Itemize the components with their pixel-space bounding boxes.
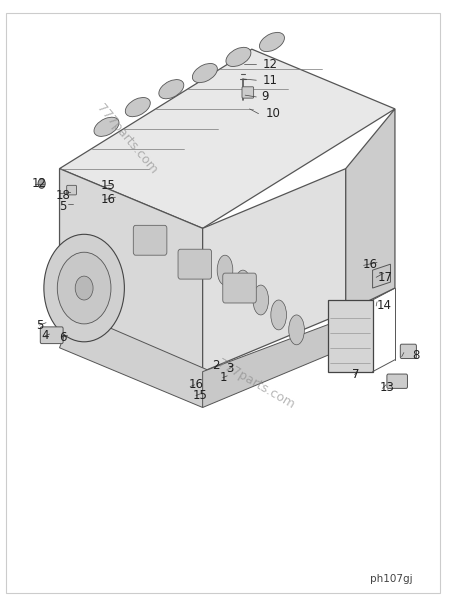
Ellipse shape (260, 32, 284, 52)
Ellipse shape (226, 47, 251, 67)
Text: 13: 13 (379, 381, 394, 394)
Ellipse shape (235, 270, 251, 300)
Text: 18: 18 (56, 189, 71, 202)
Ellipse shape (217, 255, 233, 285)
Ellipse shape (94, 117, 119, 136)
Text: 16: 16 (101, 193, 116, 206)
Text: 5: 5 (36, 319, 44, 332)
Text: 11: 11 (263, 74, 278, 87)
Polygon shape (346, 109, 395, 312)
Text: 10: 10 (266, 107, 281, 120)
Text: 6: 6 (59, 331, 67, 344)
Polygon shape (59, 49, 395, 229)
Circle shape (44, 235, 124, 342)
Ellipse shape (193, 64, 217, 83)
Circle shape (57, 252, 111, 324)
Circle shape (38, 179, 45, 188)
Text: 1: 1 (220, 371, 227, 384)
Text: 2: 2 (212, 359, 220, 372)
Ellipse shape (289, 315, 304, 345)
Text: 15: 15 (193, 389, 207, 402)
Ellipse shape (271, 300, 287, 330)
Polygon shape (59, 312, 212, 407)
Text: 12: 12 (263, 58, 278, 71)
FancyBboxPatch shape (242, 87, 254, 98)
Circle shape (75, 276, 93, 300)
Ellipse shape (125, 98, 150, 116)
Text: 8: 8 (412, 349, 419, 362)
Text: 777parts.com: 777parts.com (216, 356, 297, 411)
FancyBboxPatch shape (67, 185, 76, 195)
Text: 7: 7 (352, 368, 360, 380)
Text: 4: 4 (42, 329, 49, 343)
FancyBboxPatch shape (40, 327, 63, 344)
Polygon shape (202, 318, 346, 407)
Text: 12: 12 (32, 177, 47, 190)
Polygon shape (373, 264, 391, 288)
FancyBboxPatch shape (387, 374, 407, 388)
Text: 16: 16 (363, 257, 378, 271)
FancyBboxPatch shape (400, 344, 416, 359)
Text: 777parts.com: 777parts.com (94, 101, 159, 176)
Text: ph107gj: ph107gj (370, 574, 413, 584)
Ellipse shape (159, 80, 184, 99)
FancyBboxPatch shape (133, 226, 167, 255)
FancyBboxPatch shape (178, 249, 212, 279)
Text: 3: 3 (226, 362, 233, 374)
Text: 14: 14 (377, 299, 392, 313)
Text: 9: 9 (261, 91, 269, 103)
Text: 17: 17 (378, 271, 393, 284)
Polygon shape (59, 169, 202, 371)
Text: 16: 16 (189, 379, 203, 391)
Polygon shape (202, 169, 346, 371)
Text: 15: 15 (101, 179, 116, 192)
Text: 5: 5 (59, 200, 67, 214)
FancyBboxPatch shape (223, 273, 256, 303)
Polygon shape (328, 300, 373, 371)
Ellipse shape (253, 285, 269, 315)
